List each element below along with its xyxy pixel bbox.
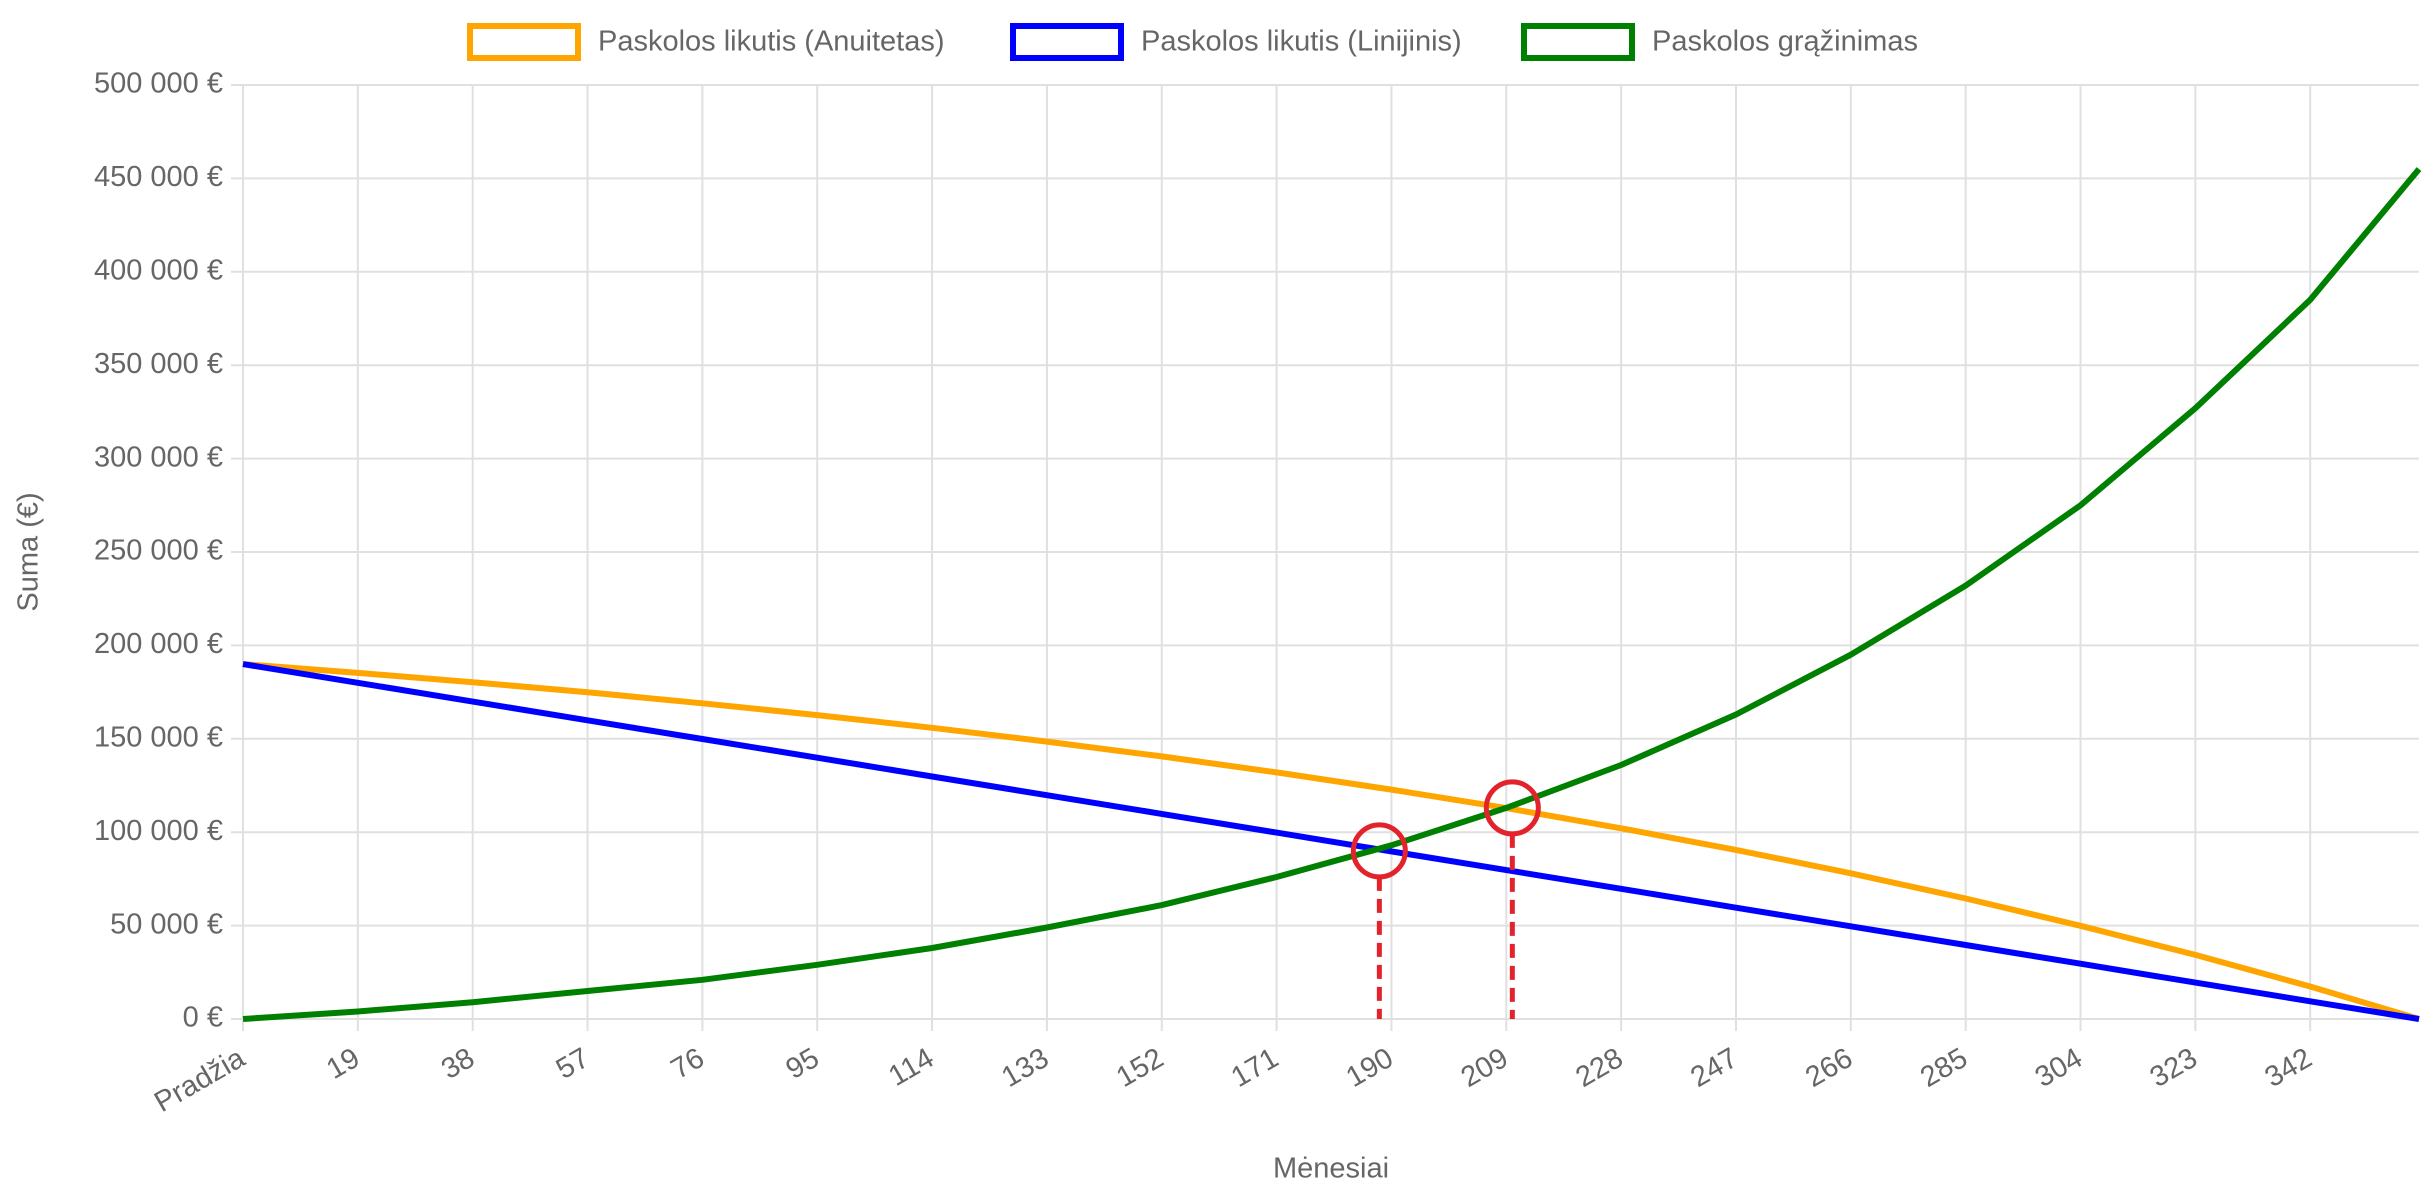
y-tick-label: 100 000 € (94, 815, 223, 847)
y-tick-label: 350 000 € (94, 348, 223, 380)
x-tick-label: 209 (1456, 1042, 1514, 1094)
marker-circle (1483, 779, 1541, 837)
legend-label: Paskolos likutis (Linijinis) (1141, 26, 1462, 58)
legend-swatch (1010, 23, 1124, 61)
x-tick-label: Pradžia (149, 1042, 251, 1119)
y-tick-label: 50 000 € (110, 908, 223, 940)
y-tick-label: 300 000 € (94, 441, 223, 473)
x-tick-label: 38 (436, 1042, 480, 1086)
x-tick-label: 190 (1341, 1042, 1399, 1094)
x-tick-label: 152 (1111, 1042, 1169, 1094)
y-tick-label: 200 000 € (94, 628, 223, 660)
y-tick-label: 450 000 € (94, 161, 223, 193)
x-tick-label: 285 (1915, 1042, 1973, 1094)
x-tick-label: 114 (883, 1042, 939, 1093)
x-tick-label: 323 (2145, 1042, 2203, 1094)
series-line (242, 661, 2420, 1022)
x-tick-label: 76 (666, 1042, 710, 1086)
x-tick-label: 342 (2260, 1042, 2318, 1094)
x-tick-label: 171 (1226, 1042, 1284, 1094)
x-tick-label: 247 (1685, 1042, 1743, 1094)
x-tick-label: 304 (2030, 1042, 2088, 1094)
legend-label: Paskolos grąžinimas (1652, 26, 1918, 58)
legend-swatch (467, 23, 581, 61)
x-tick-label: 228 (1571, 1042, 1629, 1094)
series-line (242, 167, 2422, 1022)
y-tick-label: 500 000 € (94, 68, 223, 100)
y-tick-label: 250 000 € (94, 535, 223, 567)
x-axis-title: Mėnesiai (1273, 1153, 1389, 1185)
x-tick-label: 19 (321, 1042, 365, 1086)
legend-swatch (1521, 23, 1635, 61)
y-tick-label: 150 000 € (94, 721, 223, 753)
y-tick-label: 400 000 € (94, 254, 223, 286)
x-tick-label: 95 (781, 1042, 825, 1086)
y-axis-title: Suma (€) (13, 492, 45, 611)
marker-circle (1350, 822, 1408, 880)
x-tick-label: 57 (551, 1042, 595, 1086)
y-tick-label: 0 € (183, 1002, 223, 1034)
series-line (242, 661, 2420, 1022)
x-tick-label: 133 (996, 1042, 1054, 1094)
x-tick-label: 266 (1800, 1042, 1858, 1094)
legend-label: Paskolos likutis (Anuitetas) (598, 26, 945, 58)
